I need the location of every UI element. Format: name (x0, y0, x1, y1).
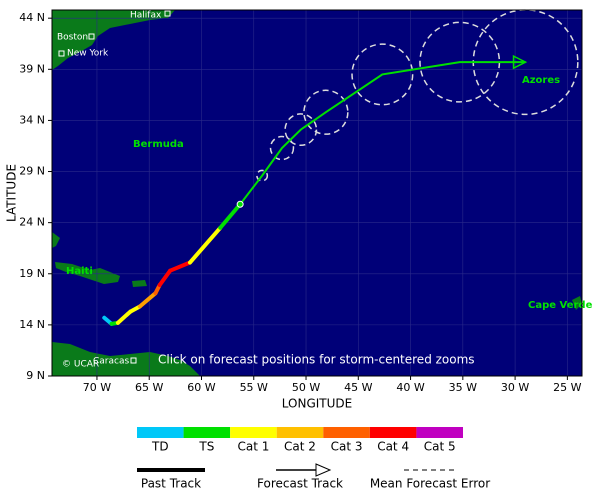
legend-label: Mean Forecast Error (370, 477, 490, 491)
city-marker (164, 10, 171, 17)
legend-swatch (323, 427, 370, 438)
y-tick-label: 44 N (19, 11, 45, 24)
legend: Past Track Forecast Track Mean Forecast … (137, 427, 490, 491)
error-circle (256, 169, 269, 182)
note[interactable]: Click on forecast positions for storm-ce… (158, 353, 475, 367)
place-label: Cape Verde (528, 300, 593, 311)
x-tick-label: 70 W (83, 381, 111, 394)
y-tick-label: 9 N (26, 369, 45, 382)
past-track-segment (115, 309, 133, 325)
error-circle (351, 43, 414, 106)
x-tick-label: 35 W (449, 381, 477, 394)
error-circle (269, 135, 295, 161)
x-tick-label: 30 W (501, 381, 529, 394)
legend-label: TD (151, 440, 169, 454)
past-track-segment (157, 268, 173, 288)
error-circle (284, 113, 318, 147)
y-tick-label: 24 N (19, 216, 45, 229)
past-track-segment (187, 225, 223, 265)
frame (51, 9, 583, 377)
place-label: Azores (522, 75, 560, 86)
city-marker (88, 33, 95, 40)
x-tick-label: 25 W (553, 381, 581, 394)
place-label: Bermuda (133, 139, 184, 150)
place-label: Caracas (93, 357, 129, 367)
legend-label: Past Track (141, 477, 201, 491)
land (52, 10, 582, 376)
ocean (52, 10, 582, 376)
legend-swatch (137, 427, 184, 438)
place-label: Haiti (66, 266, 93, 277)
y-axis-label: LATITUDE (5, 164, 19, 222)
legend-label: TS (198, 440, 214, 454)
legend-label: Cat 1 (237, 440, 269, 454)
place-label: Halifax (130, 11, 162, 21)
city-marker (58, 50, 65, 57)
legend-forecast-arrow (315, 463, 332, 477)
place-label: Boston (57, 33, 88, 43)
x-tick-label: 50 W (292, 381, 320, 394)
past-track-segment (218, 202, 243, 230)
legend-label: Cat 4 (377, 440, 409, 454)
current-position (236, 200, 244, 208)
grid (48, 10, 582, 380)
x-tick-label: 40 W (396, 381, 424, 394)
legend-swatch (230, 427, 277, 438)
legend-swatch (369, 427, 417, 438)
x-tick-label: 45 W (344, 381, 372, 394)
place-label: New York (67, 49, 109, 59)
legend-swatch (276, 427, 324, 438)
x-tick-label: 60 W (187, 381, 215, 394)
forecast-arrow (512, 54, 528, 70)
x-tick-label: 65 W (135, 381, 163, 394)
legend-swatch (416, 427, 463, 438)
legend-label: Cat 2 (284, 440, 316, 454)
x-axis-label: LONGITUDE (282, 397, 352, 411)
error-circle (303, 89, 349, 135)
y-tick-label: 14 N (19, 318, 45, 331)
y-tick-label: 29 N (19, 165, 45, 178)
credit: © UCAR (62, 360, 99, 370)
tracks (102, 9, 579, 326)
forecast-track (239, 61, 526, 205)
legend-label: Forecast Track (257, 477, 343, 491)
legend-swatch (183, 427, 231, 438)
x-tick-label: 55 W (240, 381, 268, 394)
y-tick-label: 39 N (19, 62, 45, 75)
city-marker (130, 357, 137, 364)
legend-label: Cat 5 (424, 440, 456, 454)
past-track-segment (168, 260, 192, 273)
y-tick-label: 34 N (19, 113, 45, 126)
past-track-segment (137, 291, 158, 309)
y-tick-label: 19 N (19, 267, 45, 280)
legend-label: Cat 3 (331, 440, 363, 454)
